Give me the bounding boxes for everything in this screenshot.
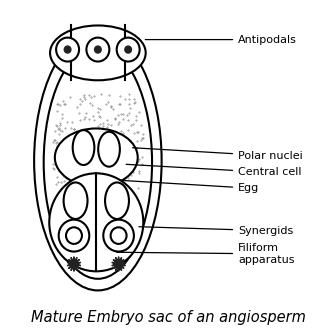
Circle shape xyxy=(64,45,72,54)
Circle shape xyxy=(59,220,89,252)
Ellipse shape xyxy=(105,183,129,219)
Text: Filiform
apparatus: Filiform apparatus xyxy=(117,243,295,265)
Ellipse shape xyxy=(73,130,94,165)
Ellipse shape xyxy=(98,132,120,167)
Polygon shape xyxy=(67,257,81,271)
Circle shape xyxy=(111,227,127,244)
Circle shape xyxy=(117,38,140,62)
Text: Mature Embryo sac of an angiosperm: Mature Embryo sac of an angiosperm xyxy=(31,310,305,325)
Ellipse shape xyxy=(50,25,146,80)
Text: Egg: Egg xyxy=(120,180,259,193)
Circle shape xyxy=(66,227,82,244)
Circle shape xyxy=(86,38,109,62)
Text: Synergids: Synergids xyxy=(139,225,293,236)
Polygon shape xyxy=(112,257,125,271)
Text: Polar nuclei: Polar nuclei xyxy=(132,148,303,161)
Text: Central cell: Central cell xyxy=(126,164,302,178)
Circle shape xyxy=(103,220,134,252)
Text: Antipodals: Antipodals xyxy=(145,35,297,45)
Ellipse shape xyxy=(44,46,152,279)
Circle shape xyxy=(94,45,102,54)
Circle shape xyxy=(124,45,132,54)
Circle shape xyxy=(56,38,79,62)
Ellipse shape xyxy=(64,183,87,219)
Ellipse shape xyxy=(49,173,143,271)
Ellipse shape xyxy=(55,128,138,187)
